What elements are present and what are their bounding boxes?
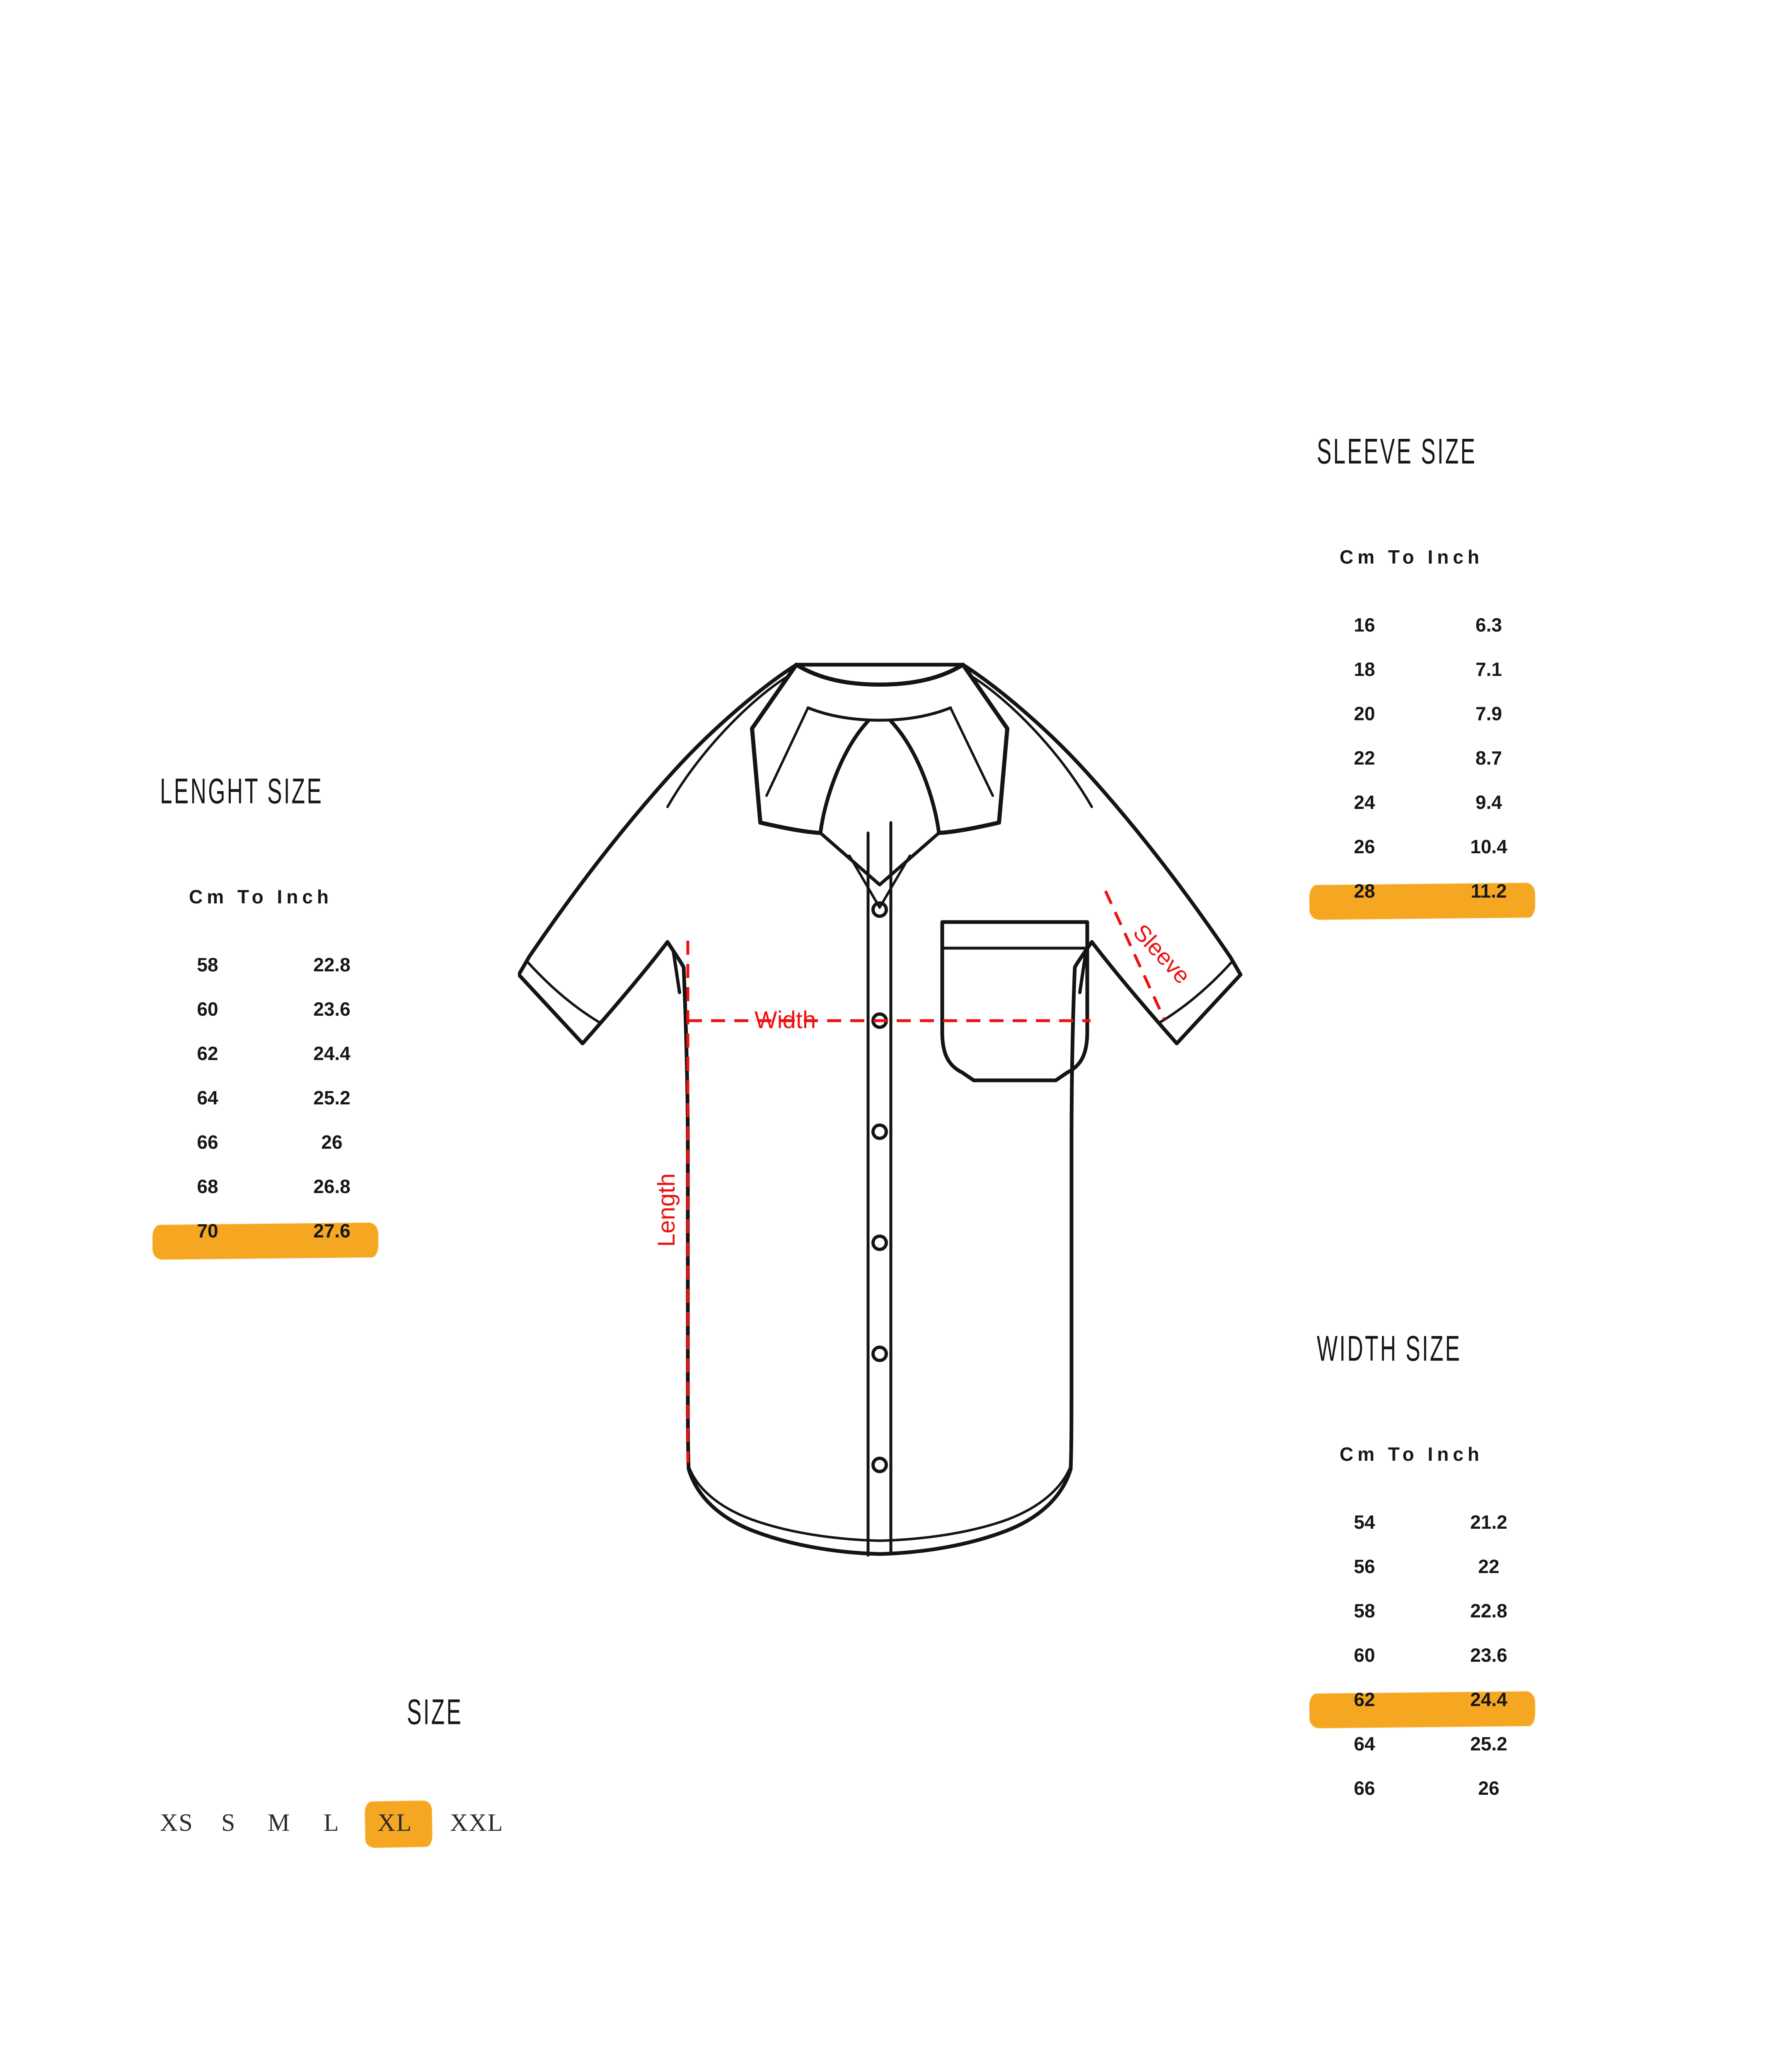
svg-text:Sleeve: Sleeve <box>1128 919 1196 989</box>
svg-text:Width: Width <box>755 1007 816 1034</box>
svg-text:Length: Length <box>653 1173 680 1247</box>
